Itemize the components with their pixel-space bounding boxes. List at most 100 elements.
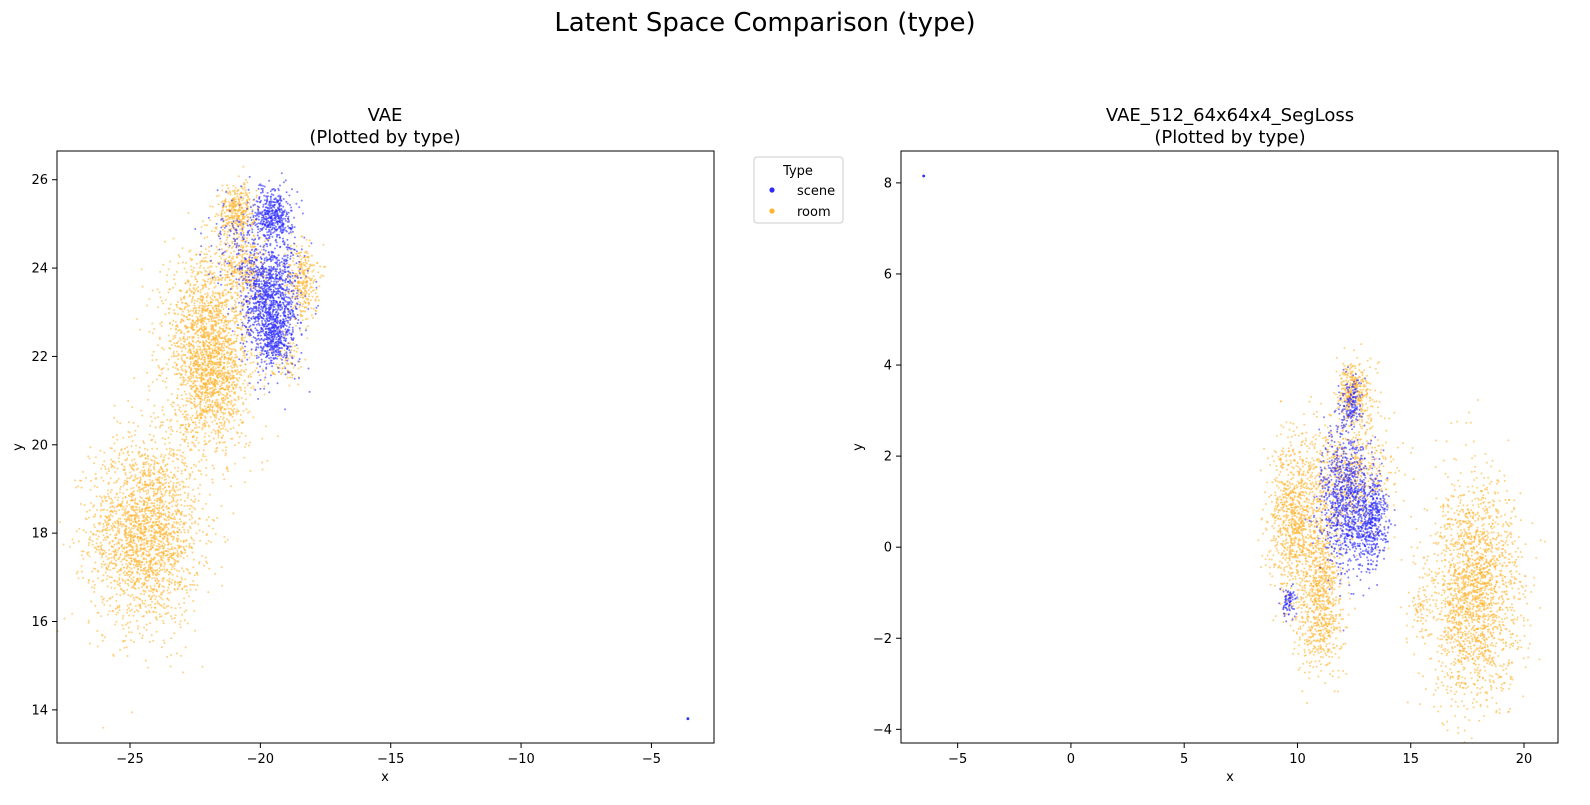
left-room-point [240, 369, 243, 372]
left-room-point [203, 328, 206, 331]
left-room-point [249, 441, 251, 444]
left-room-point [89, 446, 92, 449]
left-room-point [232, 348, 235, 351]
left-room-point [215, 306, 218, 309]
left-room-point [226, 236, 229, 239]
left-room-point [150, 517, 152, 520]
left-room-point [183, 514, 186, 517]
left-room-point [121, 502, 124, 504]
left-room-point [213, 316, 216, 319]
left-room-point [178, 523, 181, 526]
left-room-point [121, 508, 124, 511]
left-room-point [252, 265, 255, 268]
left-room-point [227, 385, 230, 388]
left-room-point [180, 469, 183, 472]
left-room-point [142, 503, 145, 506]
left-room-point [182, 539, 185, 542]
left-room-point [117, 524, 120, 527]
left-room-point [175, 482, 178, 484]
left-room-point [165, 519, 168, 522]
left-room-point [106, 599, 109, 602]
left-room-point [216, 310, 219, 313]
left-room-point [170, 606, 173, 609]
left-room-point [126, 608, 129, 611]
left-room-point [207, 266, 210, 269]
left-room-point [185, 404, 188, 407]
left-room-point [113, 567, 116, 570]
left-room-point [183, 464, 186, 467]
left-room-point [108, 553, 111, 556]
left-room-point [224, 199, 227, 202]
left-room-point [96, 529, 99, 532]
left-room-point [143, 534, 146, 537]
left-room-point [163, 494, 166, 496]
left-room-point [232, 266, 235, 269]
left-room-point [218, 312, 220, 315]
left-room-point [200, 554, 203, 557]
left-room-point [181, 578, 184, 581]
left-room-point [167, 543, 170, 546]
left-room-point [161, 424, 164, 427]
left-room-point [180, 350, 183, 352]
left-room-point [102, 726, 105, 729]
left-room-point [103, 508, 106, 511]
left-room-point [209, 357, 212, 360]
left-room-point [165, 569, 168, 572]
left-room-point [159, 604, 162, 607]
left-room-point [158, 468, 161, 471]
left-room-point [170, 555, 172, 557]
left-room-point [157, 515, 159, 518]
left-room-point [204, 387, 207, 389]
left-room-point [122, 572, 125, 574]
left-room-point [192, 347, 195, 350]
left-room-point [201, 414, 204, 416]
left-room-point [87, 551, 90, 554]
left-room-point [108, 497, 111, 500]
left-room-point [236, 297, 239, 300]
left-room-point [227, 375, 230, 378]
left-room-point [179, 376, 182, 379]
left-room-point [189, 358, 192, 360]
left-room-point [140, 593, 142, 595]
left-room-point [199, 407, 202, 410]
left-room-point [178, 449, 181, 452]
left-room-point [173, 521, 176, 524]
left-room-point [121, 513, 124, 516]
left-room-point [109, 518, 112, 521]
left-room-point [138, 510, 141, 513]
left-room-point [231, 240, 234, 243]
left-room-point [130, 535, 133, 538]
left-room-point [201, 298, 204, 301]
left-room-point [101, 548, 103, 551]
left-room-point [180, 576, 183, 579]
left-room-point [207, 440, 210, 443]
left-room-point [188, 377, 191, 380]
left-room-point [206, 388, 209, 391]
left-room-point [193, 307, 196, 309]
left-room-point [132, 579, 134, 582]
left-room-point [189, 394, 192, 397]
left-room-point [108, 529, 111, 531]
left-room-point [173, 581, 176, 584]
left-room-point [212, 332, 215, 334]
left-room-point [163, 526, 166, 529]
left-room-point [159, 296, 162, 299]
left-room-point [172, 551, 175, 554]
left-room-point [180, 355, 183, 358]
left-room-point [175, 332, 178, 334]
left-room-point [232, 317, 235, 320]
left-room-point [211, 481, 214, 484]
left-room-point [206, 357, 209, 360]
left-room-point [192, 382, 195, 385]
left-room-point [180, 320, 182, 323]
left-room-point [192, 566, 195, 569]
left-room-point [204, 256, 207, 259]
left-room-point [162, 622, 165, 625]
left-room-point [165, 531, 168, 534]
left-room-point [123, 518, 126, 521]
left-room-point [202, 257, 205, 260]
left-room-point [217, 203, 220, 206]
left-room-point [212, 356, 215, 359]
left-room-point [242, 369, 245, 372]
left-room-point [230, 401, 233, 404]
